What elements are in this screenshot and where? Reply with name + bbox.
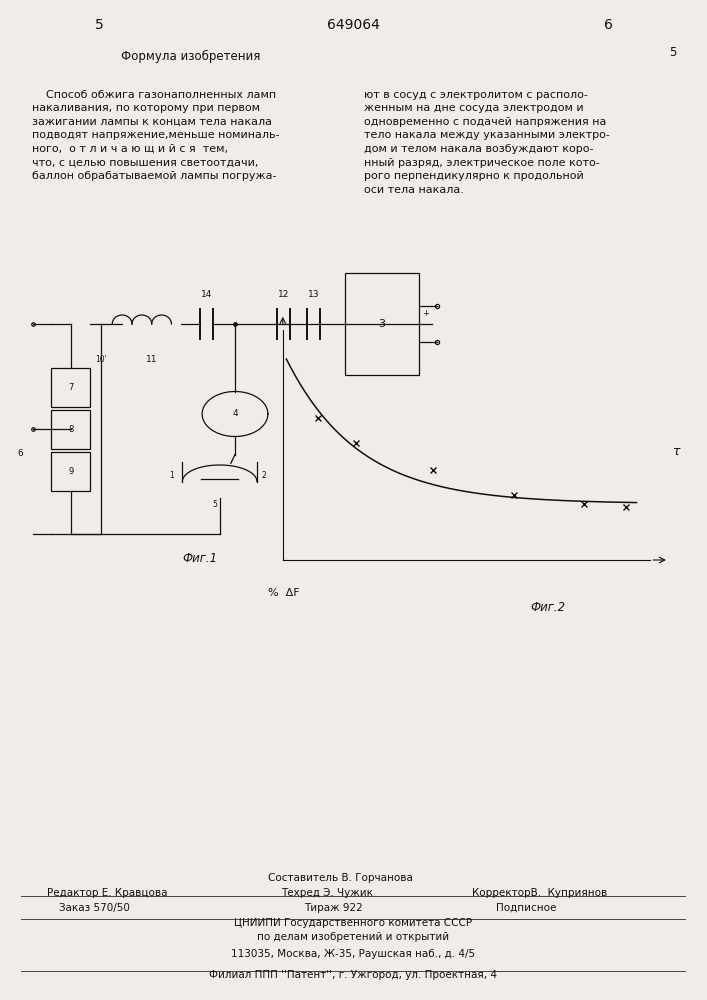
Bar: [51, 452, 90, 490]
Text: 14: 14: [201, 290, 212, 299]
Text: Формула изобретения: Формула изобретения: [121, 50, 261, 63]
Text: 113035, Москва, Ж-35, Раушская наб., д. 4/5: 113035, Москва, Ж-35, Раушская наб., д. …: [231, 949, 476, 959]
Text: Редактор Е. Кравцова: Редактор Е. Кравцова: [47, 888, 168, 898]
Text: 12: 12: [278, 290, 289, 299]
Text: 10': 10': [95, 356, 107, 364]
Text: Фиг.1: Фиг.1: [182, 552, 218, 564]
Text: Способ обжига газонаполненных ламп
накаливания, по которому при первом
зажигании: Способ обжига газонаполненных ламп накал…: [32, 90, 279, 181]
Text: ют в сосуд с электролитом с располо-
женным на дне сосуда электродом и
одновреме: ют в сосуд с электролитом с располо- жен…: [364, 90, 609, 195]
Text: 9: 9: [68, 466, 74, 476]
Text: 649064: 649064: [327, 18, 380, 32]
Text: ЦНИИПИ Государственного комитета СССР: ЦНИИПИ Государственного комитета СССР: [235, 918, 472, 928]
Bar: [51, 367, 90, 406]
Bar: [51, 410, 90, 448]
Text: Техред Э. Чужик: Техред Э. Чужик: [281, 888, 373, 898]
Text: %  ΔF: % ΔF: [268, 588, 300, 598]
Text: 2: 2: [262, 472, 266, 481]
Text: 11: 11: [146, 356, 158, 364]
Text: 6: 6: [604, 18, 612, 32]
Bar: [344, 273, 419, 375]
Text: 3: 3: [378, 319, 385, 329]
Text: 5: 5: [95, 18, 103, 32]
Text: Составитель В. Горчанова: Составитель В. Горчанова: [268, 873, 413, 883]
Text: 6: 6: [18, 448, 23, 458]
Text: Тираж 922: Тираж 922: [304, 903, 363, 913]
Text: 13: 13: [308, 290, 320, 299]
Text: Подписное: Подписное: [496, 903, 556, 913]
Text: Филиал ППП ''Патент'', г. Ужгород, ул. Проектная, 4: Филиал ППП ''Патент'', г. Ужгород, ул. П…: [209, 970, 498, 980]
Text: +: +: [422, 310, 429, 318]
Text: 8: 8: [68, 424, 74, 434]
Text: 5: 5: [669, 46, 676, 59]
Text: по делам изобретений и открытий: по делам изобретений и открытий: [257, 932, 450, 942]
Text: 5: 5: [213, 500, 218, 509]
Text: 1: 1: [169, 472, 174, 481]
Text: Фиг.2: Фиг.2: [530, 601, 565, 614]
Text: 7: 7: [68, 382, 74, 391]
Text: КорректорВ.  Куприянов: КорректорВ. Куприянов: [472, 888, 607, 898]
Text: τ: τ: [672, 445, 680, 458]
Text: Заказ 570/50: Заказ 570/50: [59, 903, 130, 913]
Text: 4: 4: [232, 410, 238, 418]
